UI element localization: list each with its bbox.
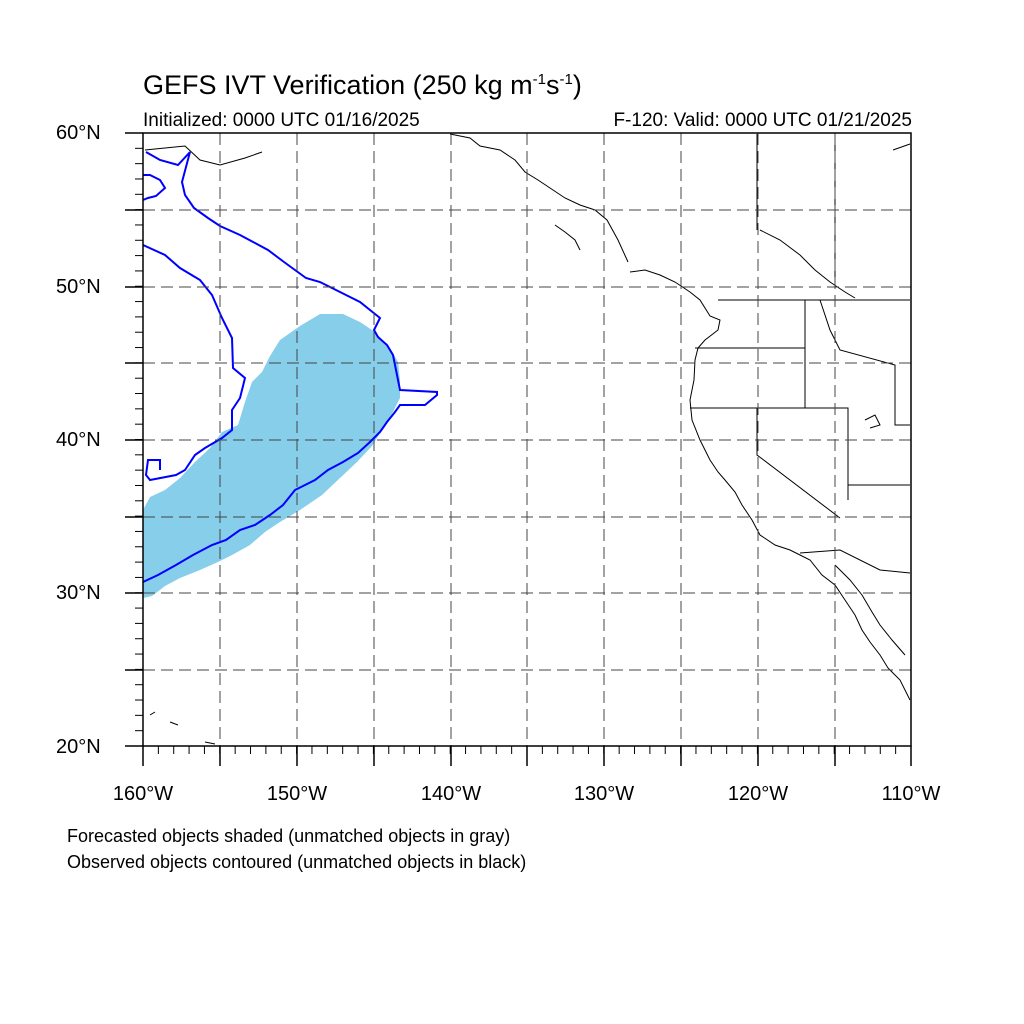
coastlines bbox=[144, 133, 911, 745]
lon-label-110w: 110°W bbox=[881, 783, 941, 805]
title-exponent-1: -1 bbox=[532, 71, 546, 88]
lon-label-150w: 150°W bbox=[266, 783, 328, 805]
title-exponent-2: -1 bbox=[559, 71, 573, 88]
initialized-time: Initialized: 0000 UTC 01/16/2025 bbox=[143, 110, 420, 131]
lon-label-120w: 120°W bbox=[727, 783, 789, 805]
title-text: GEFS IVT Verification (250 kg m bbox=[143, 70, 533, 100]
valid-time: F-120: Valid: 0000 UTC 01/21/2025 bbox=[613, 110, 912, 131]
title-text-s: s bbox=[546, 70, 560, 100]
lat-label-30n: 30°N bbox=[56, 582, 101, 604]
lon-label-130w: 130°W bbox=[573, 783, 635, 805]
forecast-ivt-object bbox=[143, 314, 400, 598]
lon-label-160w: 160°W bbox=[112, 783, 174, 805]
state-borders bbox=[690, 134, 911, 574]
title-text-end: ) bbox=[572, 70, 582, 100]
axis-minor-ticks bbox=[135, 132, 912, 754]
lat-label-20n: 20°N bbox=[56, 736, 101, 758]
forecast-legend-note: Forecasted objects shaded (unmatched obj… bbox=[67, 826, 511, 846]
lat-label-50n: 50°N bbox=[56, 276, 101, 298]
lat-label-60n: 60°N bbox=[56, 122, 101, 144]
map-title: GEFS IVT Verification (250 kg m-1s-1) bbox=[143, 70, 582, 101]
observed-ivt-contour-northwest bbox=[142, 174, 167, 201]
grid-lines bbox=[143, 133, 911, 746]
lat-label-40n: 40°N bbox=[56, 429, 101, 451]
observed-legend-note: Observed objects contoured (unmatched ob… bbox=[67, 852, 527, 872]
lon-label-140w: 140°W bbox=[420, 783, 482, 805]
